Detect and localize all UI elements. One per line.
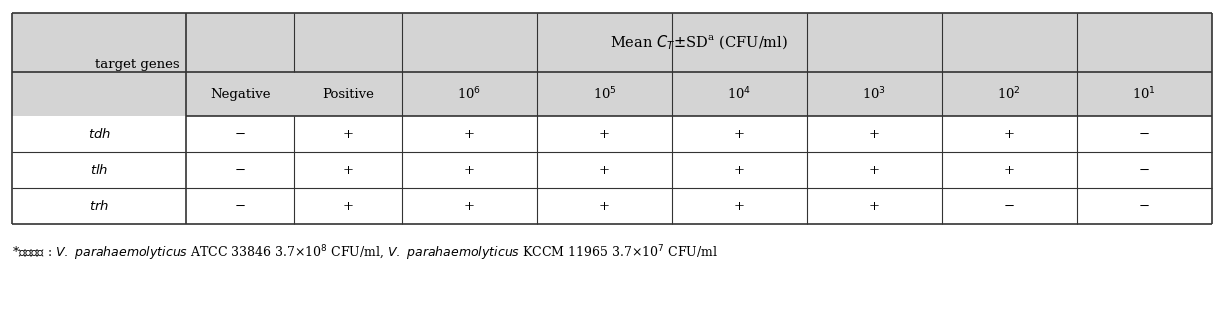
Bar xyxy=(1077,72,1212,116)
Bar xyxy=(537,72,672,116)
Text: +: + xyxy=(869,164,880,177)
Bar xyxy=(401,72,537,116)
Text: +: + xyxy=(343,200,354,212)
Bar xyxy=(12,116,1212,152)
Text: Negative: Negative xyxy=(209,88,271,100)
Text: +: + xyxy=(464,200,475,212)
Bar xyxy=(12,188,1212,224)
Text: Positive: Positive xyxy=(322,88,375,100)
Text: target genes: target genes xyxy=(95,58,180,71)
Text: −: − xyxy=(235,128,246,141)
Text: $\mathit{tlh}$: $\mathit{tlh}$ xyxy=(91,163,109,177)
Text: 10$^5$: 10$^5$ xyxy=(592,86,617,102)
Text: *초기균수 : $\mathit{V.\ parahaemolyticus}$ ATCC 33846 3.7×10$^8$ CFU/ml, $\mathit{V: *초기균수 : $\mathit{V.\ parahaemolyticus}$ … xyxy=(12,243,718,263)
Text: Mean $\mathit{C_T}$$\pm$SD$^\mathregular{a}$ (CFU/ml): Mean $\mathit{C_T}$$\pm$SD$^\mathregular… xyxy=(610,33,788,52)
Text: $\mathit{trh}$: $\mathit{trh}$ xyxy=(89,199,109,213)
Text: 10$^1$: 10$^1$ xyxy=(1132,86,1157,102)
Bar xyxy=(186,13,1212,72)
Text: +: + xyxy=(869,200,880,212)
Text: 10$^6$: 10$^6$ xyxy=(458,86,482,102)
Text: +: + xyxy=(599,128,610,141)
Text: +: + xyxy=(464,164,475,177)
Text: +: + xyxy=(464,128,475,141)
Text: −: − xyxy=(1138,200,1149,212)
Text: −: − xyxy=(235,164,246,177)
Text: −: − xyxy=(1138,128,1149,141)
Text: 10$^2$: 10$^2$ xyxy=(998,86,1021,102)
Bar xyxy=(942,72,1077,116)
Text: +: + xyxy=(734,128,745,141)
Bar xyxy=(294,72,401,116)
Text: 10$^3$: 10$^3$ xyxy=(863,86,886,102)
Bar xyxy=(672,72,807,116)
Text: +: + xyxy=(599,164,610,177)
Text: −: − xyxy=(235,200,246,212)
Text: +: + xyxy=(1004,128,1015,141)
Text: +: + xyxy=(734,164,745,177)
Bar xyxy=(186,72,294,116)
Bar xyxy=(12,13,186,116)
Text: −: − xyxy=(1138,164,1149,177)
Text: +: + xyxy=(343,128,354,141)
Text: +: + xyxy=(734,200,745,212)
Text: 10$^4$: 10$^4$ xyxy=(727,86,752,102)
Text: +: + xyxy=(869,128,880,141)
Text: −: − xyxy=(1004,200,1015,212)
Text: $\mathit{tdh}$: $\mathit{tdh}$ xyxy=(88,127,110,141)
Bar xyxy=(12,152,1212,188)
Text: +: + xyxy=(343,164,354,177)
Bar xyxy=(807,72,942,116)
Text: +: + xyxy=(599,200,610,212)
Text: +: + xyxy=(1004,164,1015,177)
